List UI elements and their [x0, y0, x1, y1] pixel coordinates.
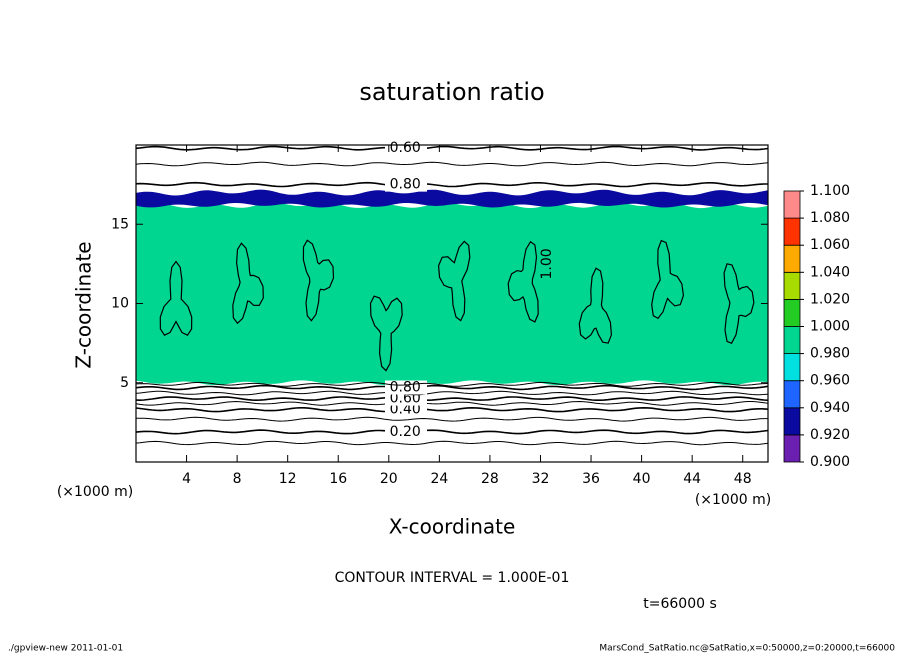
colorbar-segment: [783, 217, 801, 246]
contour-line: [135, 396, 769, 402]
colorbar-label: 1.040: [810, 264, 850, 280]
contour-line: [369, 295, 403, 372]
contour-label: 0.40: [390, 402, 421, 418]
x-tick-label: 44: [683, 471, 701, 487]
colorbar-label: 0.920: [810, 427, 850, 443]
x-tick-label: 32: [532, 471, 550, 487]
x-tick-label: 36: [582, 471, 600, 487]
footer-left: ./gpview-new 2011-01-01: [8, 644, 123, 654]
colorbar-segment: [783, 407, 801, 436]
colorbar-segment: [783, 326, 801, 355]
contour-label-bg: [385, 177, 428, 192]
chart-title: saturation ratio: [359, 78, 544, 106]
x-tick-label: 40: [633, 471, 651, 487]
contour-line: [135, 161, 769, 167]
contour-line: [135, 440, 769, 446]
colorbar-label: 1.100: [810, 183, 850, 199]
contour-line: [578, 267, 613, 344]
contour-label: 0.80: [390, 380, 421, 396]
colorbar-label: 1.020: [810, 291, 850, 307]
shaded-region: [136, 189, 768, 208]
colorbar-label: 1.000: [810, 319, 850, 335]
contour-line: [135, 384, 769, 391]
contour-line: [302, 239, 335, 322]
x-tick-label: 28: [481, 471, 499, 487]
colorbar-segment: [783, 244, 801, 273]
x-tick-label: 24: [430, 471, 448, 487]
colorbar-segment: [783, 380, 801, 409]
y-tick-label: 5: [120, 375, 129, 391]
contour-interval: CONTOUR INTERVAL = 1.000E-01: [335, 570, 570, 586]
contour-line: [135, 181, 768, 188]
time-label: t=66000 s: [643, 596, 717, 612]
colorbar-label: 0.900: [810, 454, 850, 470]
contour-line: [135, 429, 769, 435]
contour-line: [135, 406, 769, 413]
x-tick-label: 20: [380, 471, 398, 487]
contour-label: 0.20: [390, 424, 421, 440]
x-axis-label: X-coordinate: [389, 515, 516, 539]
contour-line: [135, 145, 769, 151]
x-unit: (×1000 m): [695, 492, 771, 508]
footer-right: MarsCond_SatRatio.nc@SatRatio,x=0:50000,…: [599, 644, 895, 654]
contour-line: [135, 400, 769, 406]
contour-line: [723, 263, 755, 344]
colorbar-label: 0.960: [810, 373, 850, 389]
contour-line: [232, 242, 264, 325]
contour-line: [507, 240, 539, 323]
colorbar-segment: [783, 434, 801, 463]
x-tick-label: 4: [182, 471, 191, 487]
y-tick-label: 15: [111, 216, 129, 232]
x-tick-label: 16: [329, 471, 347, 487]
colorbar-label: 0.980: [810, 346, 850, 362]
contour-label: 1.00: [539, 248, 555, 279]
x-tick-label: 48: [734, 471, 752, 487]
y-unit: (×1000 m): [57, 484, 133, 500]
colorbar-segment: [783, 353, 801, 382]
y-tick-label: 10: [111, 296, 129, 312]
colorbar-label: 0.940: [810, 400, 850, 416]
x-tick-label: 8: [233, 471, 242, 487]
colorbar-label: 1.080: [810, 210, 850, 226]
contour-line: [135, 381, 769, 387]
contour-line: [159, 260, 193, 336]
colorbar-label: 1.060: [810, 237, 850, 253]
contour-line: [651, 239, 685, 320]
colorbar-segment: [783, 298, 801, 327]
colorbar-segment: [783, 190, 801, 219]
contour-label-bg: [385, 424, 428, 439]
y-axis-label: Z-coordinate: [72, 241, 96, 368]
contour-label-bg: [385, 402, 428, 417]
contour-label: 0.60: [390, 140, 421, 156]
colorbar-segment: [783, 271, 801, 300]
contour-line: [437, 240, 471, 322]
contour-label: 0.80: [390, 177, 421, 193]
contour-line: [135, 416, 768, 422]
x-tick-label: 12: [279, 471, 297, 487]
contour-line: [135, 390, 769, 396]
